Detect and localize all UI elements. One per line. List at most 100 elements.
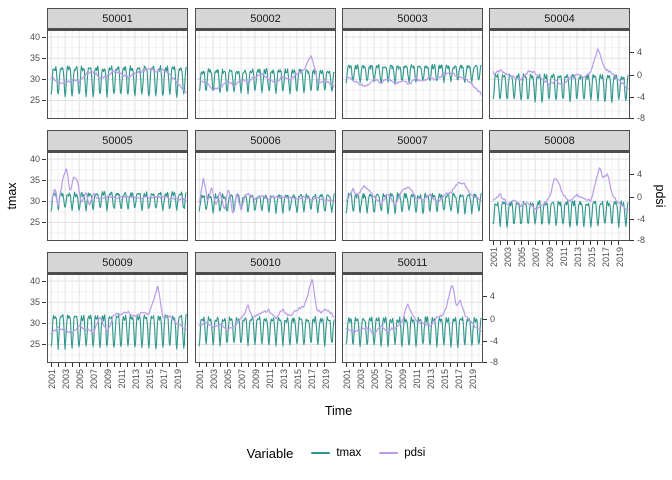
x-tickmark	[604, 241, 606, 245]
x-tickmark	[113, 363, 115, 367]
y-left-tickmark	[42, 57, 46, 59]
x-tick-label: 2019	[467, 369, 478, 390]
y-left-tick-label: 30	[29, 317, 40, 328]
x-tick-label: 2017	[600, 247, 611, 268]
facet-panel-50009	[47, 274, 188, 363]
x-tickmark	[387, 363, 389, 367]
panel-border	[489, 30, 630, 119]
facet-strip-50008: 50008	[489, 130, 630, 152]
legend-label-pdsi: pdsi	[404, 447, 426, 459]
x-tick-label: 2003	[209, 369, 220, 390]
x-tickmark	[282, 363, 284, 367]
x-tickmark	[176, 363, 178, 367]
x-tickmark	[85, 363, 87, 367]
x-tickmark	[583, 241, 585, 245]
x-tickmark	[597, 241, 599, 245]
x-tick-label: 2015	[439, 369, 450, 390]
tmax-line-swatch	[311, 452, 331, 454]
y-left-tickmark	[42, 221, 46, 223]
facet-strip-50005: 50005	[47, 130, 188, 152]
y-right-tick-label: 0	[637, 191, 643, 202]
facet-panel-50011	[342, 274, 483, 363]
facet-strip-50002: 50002	[195, 8, 336, 30]
x-tickmark	[611, 241, 613, 245]
y-axis-title-left: tmax	[5, 182, 19, 210]
y-right-tickmark	[630, 74, 634, 76]
x-tick-label: 2009	[103, 369, 114, 390]
x-tick-label: 2019	[172, 369, 183, 390]
x-tickmark	[520, 241, 522, 245]
x-tickmark	[352, 363, 354, 367]
x-tick-label: 2013	[425, 369, 436, 390]
x-tickmark	[513, 241, 515, 245]
y-right-tick-label: -4	[490, 335, 499, 346]
y-left-tick-label: 30	[29, 195, 40, 206]
x-tickmark	[499, 241, 501, 245]
x-tickmark	[310, 363, 312, 367]
x-tickmark	[78, 363, 80, 367]
panel-background	[47, 30, 188, 119]
facet-panel-50006	[195, 152, 336, 241]
y-left-tickmark	[42, 99, 46, 101]
pdsi-line	[50, 68, 187, 94]
x-tick-label: 2019	[320, 369, 331, 390]
x-tick-label: 2001	[195, 369, 206, 390]
facet-strip-label: 50006	[250, 134, 281, 147]
x-tickmark	[562, 241, 564, 245]
x-tickmark	[247, 363, 249, 367]
x-tickmark	[205, 363, 207, 367]
facet-strip-label: 50007	[397, 134, 428, 147]
y-left-tickmark	[42, 200, 46, 202]
x-tick-label: 2005	[75, 369, 86, 390]
y-left-tick-label: 35	[29, 52, 40, 63]
x-tick-label: 2015	[144, 369, 155, 390]
facet-strip-50010: 50010	[195, 252, 336, 274]
facet-panel-50003	[342, 30, 483, 119]
panel-background	[489, 30, 630, 119]
y-right-tick-label: 4	[637, 47, 643, 58]
y-left-tickmark	[42, 322, 46, 324]
x-tick-label: 2019	[614, 247, 625, 268]
x-tickmark	[233, 363, 235, 367]
x-tickmark	[134, 363, 136, 367]
x-tickmark	[555, 241, 557, 245]
y-right-tick-label: 0	[637, 69, 643, 80]
x-tickmark	[450, 363, 452, 367]
x-tickmark	[64, 363, 66, 367]
legend-title: Variable	[246, 445, 294, 461]
x-tickmark	[92, 363, 94, 367]
x-tickmark	[548, 241, 550, 245]
pdsi-line	[345, 72, 482, 96]
legend-label-tmax: tmax	[336, 447, 362, 459]
pdsi-line	[345, 285, 482, 334]
x-tick-label: 2011	[264, 369, 275, 389]
y-left-tick-label: 25	[29, 94, 40, 105]
x-tickmark	[422, 363, 424, 367]
x-tickmark	[408, 363, 410, 367]
x-tickmark	[162, 363, 164, 367]
legend-item-pdsi: pdsi	[379, 447, 425, 459]
x-tick-label: 2005	[223, 369, 234, 390]
facet-strip-label: 50004	[544, 12, 575, 25]
x-tickmark	[219, 363, 221, 367]
y-right-tick-label: -8	[637, 113, 646, 123]
x-tickmark	[569, 241, 571, 245]
pdsi-line	[492, 48, 629, 90]
x-tickmark	[527, 241, 529, 245]
y-right-tick-label: -8	[490, 357, 499, 367]
x-tickmark	[373, 363, 375, 367]
x-tickmark	[71, 363, 73, 367]
panel-border	[47, 30, 188, 119]
facet-strip-label: 50008	[544, 134, 575, 147]
x-tickmark	[464, 363, 466, 367]
x-tick-label: 2009	[398, 369, 409, 390]
x-tick-label: 2007	[89, 369, 100, 390]
x-tick-label: 2013	[130, 369, 141, 390]
x-tickmark	[254, 363, 256, 367]
tmax-line	[50, 65, 187, 98]
x-tickmark	[303, 363, 305, 367]
facet-panel-50010	[195, 274, 336, 363]
y-right-tick-label: 4	[490, 291, 496, 302]
y-left-tickmark	[42, 280, 46, 282]
y-right-tickmark	[630, 218, 634, 220]
